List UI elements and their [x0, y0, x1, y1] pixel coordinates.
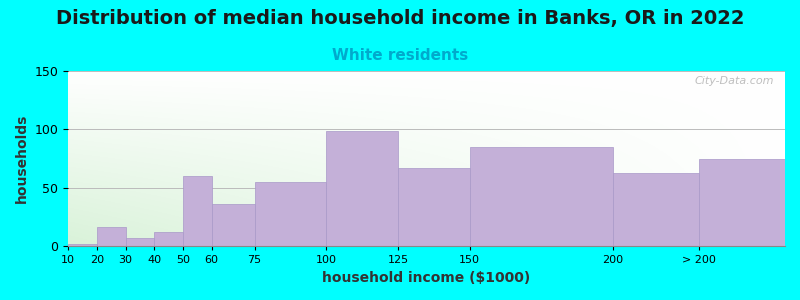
Bar [326, 130, 398, 246]
Bar [126, 238, 154, 246]
Text: White residents: White residents [332, 48, 468, 63]
Text: City-Data.com: City-Data.com [694, 76, 774, 86]
Bar [68, 244, 97, 246]
Bar [699, 159, 785, 246]
Text: Distribution of median household income in Banks, OR in 2022: Distribution of median household income … [56, 9, 744, 28]
Bar [470, 147, 613, 246]
Bar [154, 232, 183, 246]
Bar [97, 226, 126, 246]
X-axis label: household income ($1000): household income ($1000) [322, 271, 530, 285]
Bar [211, 204, 254, 246]
Y-axis label: households: households [15, 114, 29, 203]
Bar [254, 182, 326, 246]
Bar [613, 173, 699, 246]
Bar [183, 176, 211, 246]
Bar [398, 168, 470, 246]
